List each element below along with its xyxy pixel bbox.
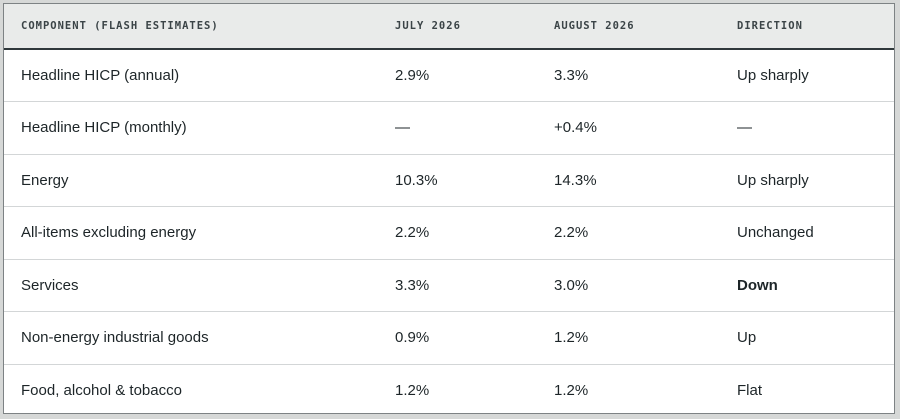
column-header-component: COMPONENT (FLASH ESTIMATES) [4,4,379,50]
july-value-cell: 2.2% [379,206,538,260]
august-value-cell: 1.2% [538,311,721,365]
table-row: Food, alcohol & tobacco 1.2% 1.2% Flat [4,364,894,413]
table-row: All-items excluding energy 2.2% 2.2% Unc… [4,206,894,260]
august-value-cell: 1.2% [554,382,589,399]
column-header-direction: DIRECTION [721,4,894,50]
component-cell: Energy [4,154,379,207]
column-header-july: JULY 2026 [379,4,538,50]
august-value-cell: 2.2% [538,206,721,260]
component-cell: Non-energy industrial goods [4,311,379,365]
august-value-cell: 3.0% [538,259,721,312]
inflation-table-card: COMPONENT (FLASH ESTIMATES) JULY 2026 AU… [3,3,895,414]
july-value-cell: 3.3% [379,259,538,312]
direction-cell: Flat [737,382,763,399]
direction-cell: Up [721,311,894,365]
july-value-cell: 2.9% [379,49,538,102]
august-value-cell: +0.4% [538,101,721,155]
table-header-row: COMPONENT (FLASH ESTIMATES) JULY 2026 AU… [4,4,894,50]
direction-cell: — [721,101,894,155]
table-row: Headline HICP (monthly) — +0.4% — [4,101,894,155]
table-row: Services 3.3% 3.0% Down [4,259,894,312]
component-cell: Headline HICP (monthly) [4,101,379,155]
august-value-cell: 14.3% [538,154,721,207]
july-value-cell: 1.2% [395,382,430,399]
component-cell: Headline HICP (annual) [4,49,379,102]
component-cell: Food, alcohol & tobacco [21,382,182,399]
direction-cell: Up sharply [721,49,894,102]
direction-cell: Up sharply [721,154,894,207]
table-row: Headline HICP (annual) 2.9% 3.3% Up shar… [4,49,894,102]
direction-cell: Down [721,259,894,312]
august-value-cell: 3.3% [538,49,721,102]
inflation-components-table: COMPONENT (FLASH ESTIMATES) JULY 2026 AU… [4,4,894,413]
table-row: Energy 10.3% 14.3% Up sharply [4,154,894,207]
july-value-cell: 10.3% [379,154,538,207]
july-value-cell: 0.9% [379,311,538,365]
component-cell: Services [4,259,379,312]
july-value-cell: — [379,101,538,155]
component-cell: All-items excluding energy [4,206,379,260]
column-header-august: AUGUST 2026 [538,4,721,50]
table-row: Non-energy industrial goods 0.9% 1.2% Up [4,311,894,365]
direction-cell: Unchanged [721,206,894,260]
